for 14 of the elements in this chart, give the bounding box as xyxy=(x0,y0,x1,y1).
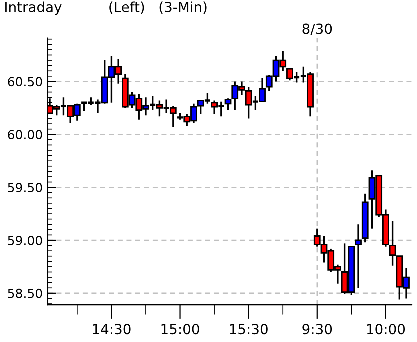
chart-subtitle: (Left) (3-Min) xyxy=(110,2,207,14)
x-tick-label: 15:00 xyxy=(162,324,200,335)
x-tick-label: 15:30 xyxy=(230,324,268,335)
x-tick-label: 9:30 xyxy=(302,324,332,335)
y-tick-label: 59.50 xyxy=(8,183,42,192)
y-tick-label: 58.50 xyxy=(8,288,42,298)
y-tick-label: 60.00 xyxy=(8,130,42,140)
x-tick-label: 14:30 xyxy=(93,324,131,335)
candlestick xyxy=(355,224,362,289)
y-tick-label: 60.50 xyxy=(8,77,42,87)
y-tick-label: 59.00 xyxy=(8,236,42,246)
x-tick-label: 10:00 xyxy=(367,324,406,335)
ref-line-label: 8/30 xyxy=(302,24,332,36)
chart-title: Intraday xyxy=(6,2,62,16)
